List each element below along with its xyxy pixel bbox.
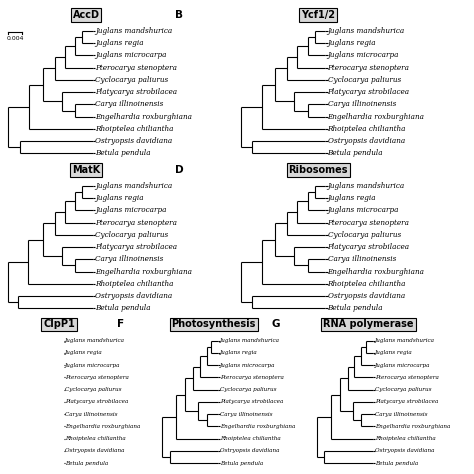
Text: Engelhardia roxburghiana: Engelhardia roxburghiana — [65, 424, 140, 429]
Text: Engelhardia roxburghiana: Engelhardia roxburghiana — [220, 424, 295, 429]
Text: Cyclocarya paliurus: Cyclocarya paliurus — [65, 387, 122, 392]
Text: G: G — [272, 319, 280, 329]
Text: Betula pendula: Betula pendula — [375, 461, 418, 465]
Text: F: F — [117, 319, 125, 329]
Text: Pterocarya stenoptera: Pterocarya stenoptera — [95, 64, 177, 72]
Text: Betula pendula: Betula pendula — [328, 304, 383, 312]
Text: Rhoiptelea chiliantha: Rhoiptelea chiliantha — [375, 436, 436, 441]
Text: Platycarya strobilacea: Platycarya strobilacea — [328, 243, 410, 251]
Text: Juglans microcarpa: Juglans microcarpa — [95, 206, 167, 214]
Text: Juglans regia: Juglans regia — [328, 39, 376, 47]
Text: Platycarya strobilacea: Platycarya strobilacea — [95, 88, 177, 96]
Text: Juglans microcarpa: Juglans microcarpa — [220, 363, 275, 368]
Text: Juglans microcarpa: Juglans microcarpa — [95, 52, 167, 59]
Text: Cyclocarya paliurus: Cyclocarya paliurus — [95, 231, 169, 239]
Text: Juglans microcarpa: Juglans microcarpa — [328, 52, 399, 59]
Text: Juglans microcarpa: Juglans microcarpa — [328, 206, 399, 214]
Text: Platycarya strobilacea: Platycarya strobilacea — [328, 88, 410, 96]
Text: Juglans mandshurica: Juglans mandshurica — [220, 338, 280, 343]
Text: Juglans mandshurica: Juglans mandshurica — [65, 338, 125, 343]
Text: Rhoiptelea chiliantha: Rhoiptelea chiliantha — [220, 436, 281, 441]
Text: Pterocarya stenoptera: Pterocarya stenoptera — [220, 375, 284, 380]
Text: Carya illinoinensis: Carya illinoinensis — [95, 100, 164, 109]
Text: MatK: MatK — [72, 164, 100, 174]
Text: Rhoiptelea chiliantha: Rhoiptelea chiliantha — [95, 125, 174, 133]
Text: Carya illinoinensis: Carya illinoinensis — [220, 411, 273, 417]
Text: Rhoiptelea chiliantha: Rhoiptelea chiliantha — [328, 125, 406, 133]
Text: Rhoiptelea chiliantha: Rhoiptelea chiliantha — [65, 436, 126, 441]
Text: Juglans microcarpa: Juglans microcarpa — [65, 363, 120, 368]
Text: ClpP1: ClpP1 — [43, 319, 75, 329]
Text: Engelhardia roxburghiana: Engelhardia roxburghiana — [95, 267, 192, 275]
Text: Juglans mandshurica: Juglans mandshurica — [328, 182, 405, 190]
Text: Juglans regia: Juglans regia — [328, 194, 376, 202]
Text: Carya illinoinensis: Carya illinoinensis — [375, 411, 427, 417]
Text: Engelhardia roxburghiana: Engelhardia roxburghiana — [328, 267, 425, 275]
Text: Rhoiptelea chiliantha: Rhoiptelea chiliantha — [95, 280, 174, 288]
Text: Pterocarya stenoptera: Pterocarya stenoptera — [65, 375, 129, 380]
Text: Cyclocarya paliurus: Cyclocarya paliurus — [95, 76, 169, 84]
Text: B: B — [175, 10, 183, 20]
Text: Juglans regia: Juglans regia — [95, 39, 144, 47]
Text: Pterocarya stenoptera: Pterocarya stenoptera — [328, 64, 410, 72]
Text: Platycarya strobilacea: Platycarya strobilacea — [65, 400, 128, 404]
Text: Ostryopsis davidiana: Ostryopsis davidiana — [65, 448, 125, 454]
Text: Pterocarya stenoptera: Pterocarya stenoptera — [375, 375, 438, 380]
Text: Ycf1/2: Ycf1/2 — [301, 10, 335, 20]
Text: Betula pendula: Betula pendula — [328, 149, 383, 157]
Text: Pterocarya stenoptera: Pterocarya stenoptera — [328, 219, 410, 227]
Text: Platycarya strobilacea: Platycarya strobilacea — [220, 400, 283, 404]
Text: Betula pendula: Betula pendula — [220, 461, 263, 465]
Text: Engelhardia roxburghiana: Engelhardia roxburghiana — [375, 424, 450, 429]
Text: Ostryopsis davidiana: Ostryopsis davidiana — [220, 448, 280, 454]
Text: Platycarya strobilacea: Platycarya strobilacea — [375, 400, 438, 404]
Text: Ostryopsis davidiana: Ostryopsis davidiana — [95, 137, 173, 145]
Text: Betula pendula: Betula pendula — [95, 149, 151, 157]
Text: Juglans mandshurica: Juglans mandshurica — [375, 338, 435, 343]
Text: Pterocarya stenoptera: Pterocarya stenoptera — [95, 219, 177, 227]
Text: AccD: AccD — [73, 10, 100, 20]
Text: Betula pendula: Betula pendula — [65, 461, 109, 465]
Text: Ribosomes: Ribosomes — [289, 164, 348, 174]
Text: Juglans regia: Juglans regia — [220, 350, 258, 356]
Text: Juglans mandshurica: Juglans mandshurica — [95, 182, 173, 190]
Text: Ostryopsis davidiana: Ostryopsis davidiana — [328, 292, 405, 300]
Text: Carya illinoinensis: Carya illinoinensis — [328, 100, 396, 109]
Text: Cyclocarya paliurus: Cyclocarya paliurus — [328, 231, 401, 239]
Text: Juglans mandshurica: Juglans mandshurica — [328, 27, 405, 35]
Text: Cyclocarya paliurus: Cyclocarya paliurus — [220, 387, 276, 392]
Text: 0.004: 0.004 — [7, 36, 24, 41]
Text: Photosynthesis: Photosynthesis — [172, 319, 256, 329]
Text: Carya illinoinensis: Carya illinoinensis — [95, 255, 164, 264]
Text: Ostryopsis davidiana: Ostryopsis davidiana — [95, 292, 173, 300]
Text: RNA polymerase: RNA polymerase — [323, 319, 414, 329]
Text: Cyclocarya paliurus: Cyclocarya paliurus — [328, 76, 401, 84]
Text: Ostryopsis davidiana: Ostryopsis davidiana — [328, 137, 405, 145]
Text: Cyclocarya paliurus: Cyclocarya paliurus — [375, 387, 431, 392]
Text: Engelhardia roxburghiana: Engelhardia roxburghiana — [328, 113, 425, 121]
Text: Carya illinoinensis: Carya illinoinensis — [328, 255, 396, 264]
Text: Juglans regia: Juglans regia — [95, 194, 144, 202]
Text: Platycarya strobilacea: Platycarya strobilacea — [95, 243, 177, 251]
Text: Juglans regia: Juglans regia — [375, 350, 412, 356]
Text: Betula pendula: Betula pendula — [95, 304, 151, 312]
Text: Ostryopsis davidiana: Ostryopsis davidiana — [375, 448, 434, 454]
Text: Juglans mandshurica: Juglans mandshurica — [95, 27, 173, 35]
Text: Juglans microcarpa: Juglans microcarpa — [375, 363, 430, 368]
Text: Engelhardia roxburghiana: Engelhardia roxburghiana — [95, 113, 192, 121]
Text: Juglans regia: Juglans regia — [65, 350, 103, 356]
Text: Carya illinoinensis: Carya illinoinensis — [65, 411, 118, 417]
Text: D: D — [174, 164, 183, 174]
Text: Rhoiptelea chiliantha: Rhoiptelea chiliantha — [328, 280, 406, 288]
